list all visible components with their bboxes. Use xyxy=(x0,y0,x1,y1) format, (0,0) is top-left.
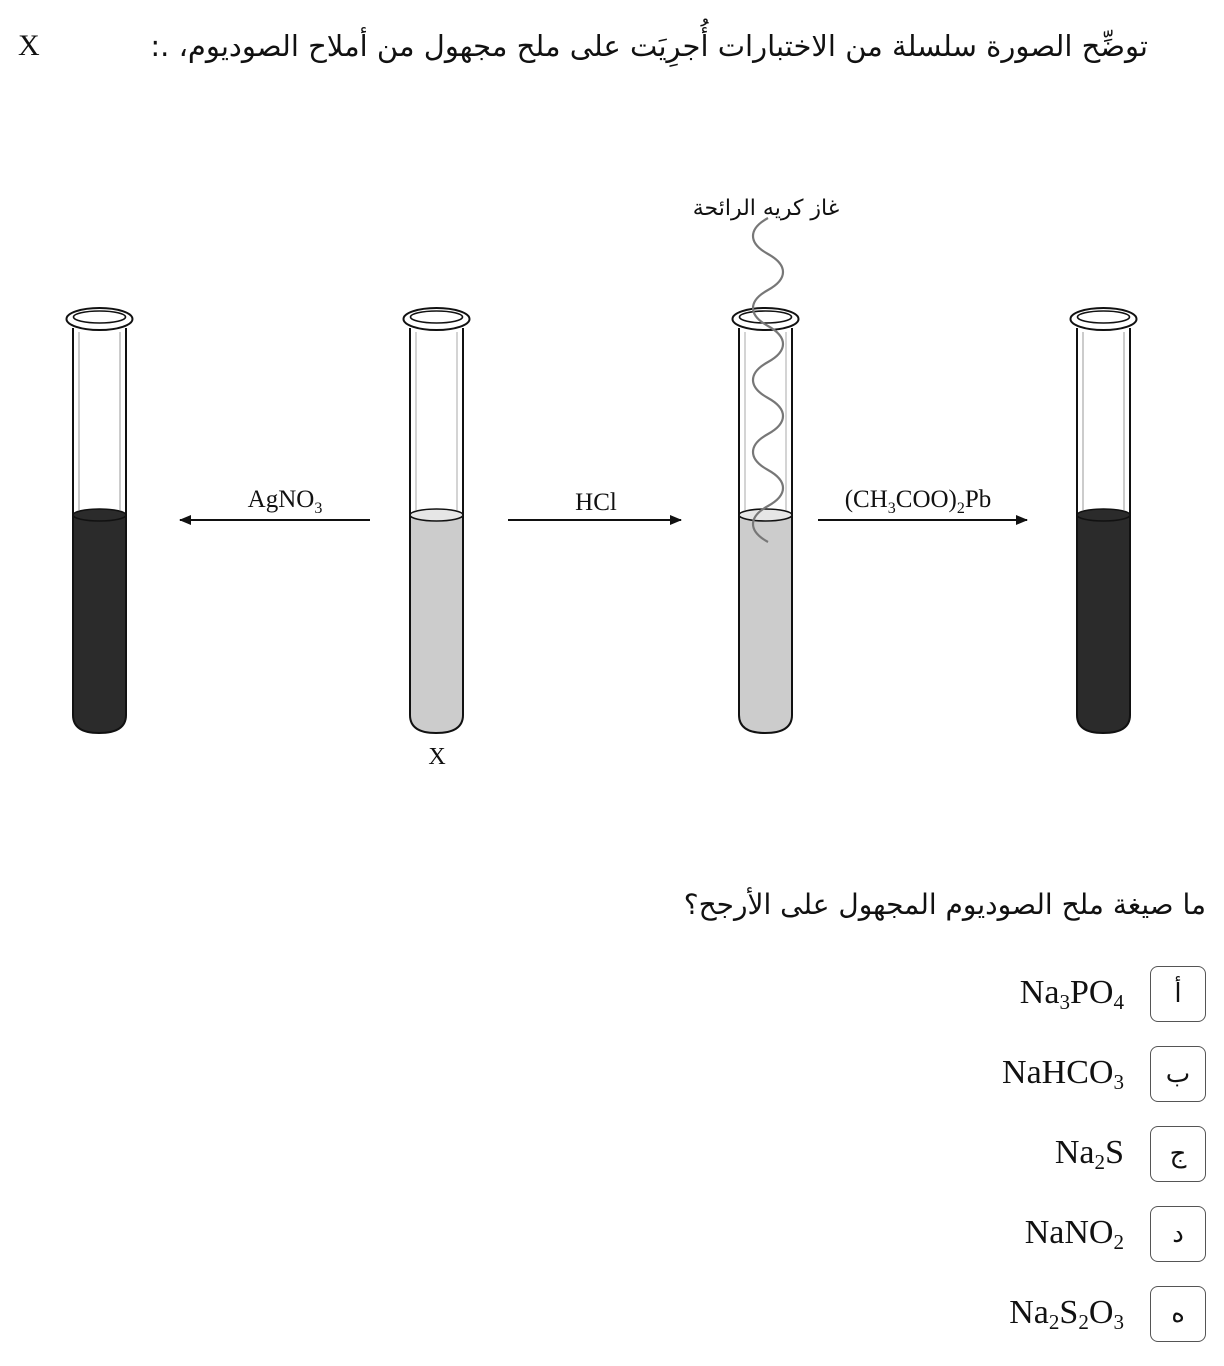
gas-wavy-line xyxy=(751,217,785,543)
lead-acetate-part2: COO) xyxy=(896,486,957,513)
option-e[interactable]: ه Na2S2O3 xyxy=(826,1286,1206,1346)
option-b-letter[interactable]: ب xyxy=(1150,1046,1206,1102)
reagent-lead-acetate: (CH3COO)2Pb xyxy=(845,486,992,517)
gas-label: غاز كريه الرائحة xyxy=(693,196,840,221)
formula-subscript: 3 xyxy=(1059,989,1070,1014)
formula-text: Na xyxy=(1054,1134,1095,1171)
option-a[interactable]: أ Na3PO4 xyxy=(826,966,1206,1026)
formula-subscript: 2 xyxy=(1113,1229,1124,1254)
tube-lead-acetate-result xyxy=(1069,307,1138,735)
formula-text: Na xyxy=(1019,974,1060,1011)
option-b[interactable]: ب NaHCO3 xyxy=(826,1046,1206,1106)
reagent-hcl: HCl xyxy=(575,489,617,516)
option-a-formula: Na3PO4 xyxy=(1020,974,1124,1012)
option-d-formula: NaNO2 xyxy=(1025,1214,1124,1252)
option-c-letter[interactable]: ج xyxy=(1150,1126,1206,1182)
formula-subscript: 2 xyxy=(1094,1149,1106,1174)
option-b-formula: NaHCO3 xyxy=(1002,1054,1124,1092)
formula-subscript: 3 xyxy=(1113,1069,1124,1094)
intro-text: توضِّح الصورة سلسلة من الاختبارات أُجرِي… xyxy=(150,29,1148,63)
option-d[interactable]: د NaNO2 xyxy=(826,1206,1206,1266)
question-intro: توضِّح الصورة سلسلة من الاختبارات أُجرِي… xyxy=(14,22,1148,70)
formula-text: NaNO xyxy=(1024,1214,1114,1251)
option-e-formula: Na2S2O3 xyxy=(1009,1294,1124,1332)
formula-text: NaHCO xyxy=(1002,1054,1114,1091)
formula-text: S xyxy=(1105,1134,1124,1171)
option-d-letter[interactable]: د xyxy=(1150,1206,1206,1262)
option-e-letter[interactable]: ه xyxy=(1150,1286,1206,1342)
question-text: ما صيغة ملح الصوديوم المجهول على الأرجح؟ xyxy=(683,888,1206,921)
formula-text: PO xyxy=(1069,974,1114,1011)
lead-acetate-part1: (CH xyxy=(845,486,888,513)
test-tube-diagram: X غاز كريه الرائحة AgNO3 HCl (CH3COO)2Pb xyxy=(65,196,1138,770)
tube-x xyxy=(402,307,471,735)
lead-acetate-part3: Pb xyxy=(965,486,991,513)
reagent-agno3-base: AgNO xyxy=(248,486,315,513)
formula-subscript: 4 xyxy=(1113,989,1124,1014)
formula-subscript: 2 xyxy=(1078,1309,1089,1334)
tube-x-label: X xyxy=(428,744,445,770)
option-c[interactable]: ج Na2S xyxy=(826,1126,1206,1186)
option-a-letter[interactable]: أ xyxy=(1150,966,1206,1022)
option-c-formula: Na2S xyxy=(1055,1134,1124,1172)
tube-hcl-result xyxy=(731,307,800,735)
formula-text: O xyxy=(1088,1294,1114,1331)
tube-agno3-result xyxy=(65,307,134,735)
lead-acetate-sub2: 2 xyxy=(957,500,965,517)
reagent-agno3: AgNO3 xyxy=(248,486,323,517)
formula-text: Na xyxy=(1009,1294,1049,1331)
formula-text: S xyxy=(1059,1294,1079,1331)
formula-subscript: 3 xyxy=(1113,1309,1124,1334)
formula-subscript: 2 xyxy=(1048,1309,1060,1334)
reagent-agno3-sub: 3 xyxy=(314,500,322,517)
intro-x-symbol: X xyxy=(18,29,40,62)
lead-acetate-sub1: 3 xyxy=(888,500,896,517)
